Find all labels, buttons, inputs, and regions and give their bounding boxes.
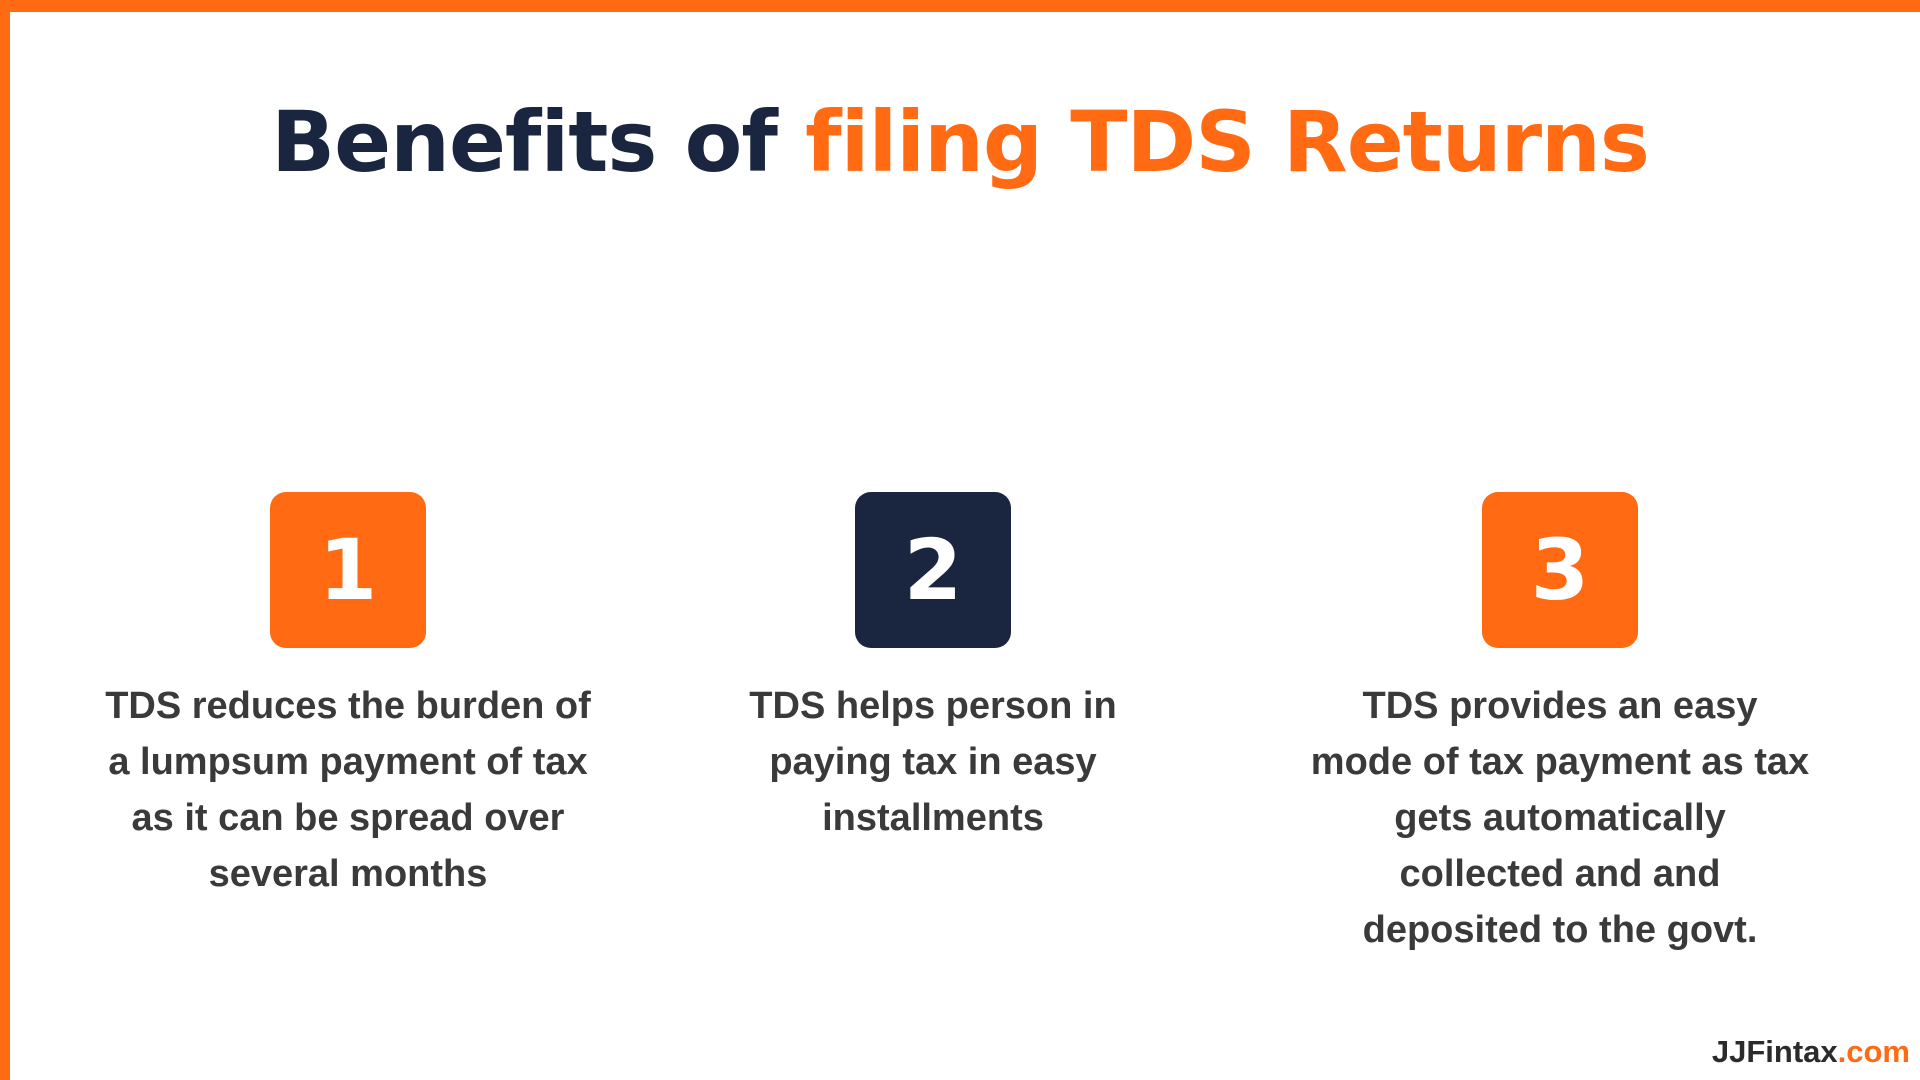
title-prefix: Benefits of [271,93,806,191]
benefit-number-badge: 2 [855,492,1011,648]
title-highlight: filing TDS Returns [805,93,1650,191]
brand-watermark: JJFintax.com [1712,1034,1910,1070]
benefit-number-badge: 3 [1482,492,1638,648]
page-title: Benefits of filing TDS Returns [0,96,1920,188]
benefit-description: TDS reduces the burden of a lumpsum paym… [105,685,591,895]
benefit-description: TDS helps person in paying tax in easy i… [749,685,1117,839]
top-accent-border [0,0,1920,12]
brand-domain-suffix: .com [1837,1034,1910,1069]
left-accent-border [0,0,10,1080]
brand-name: JJFintax [1711,1034,1838,1069]
benefit-description: TDS provides an easy mode of tax payment… [1310,685,1810,951]
benefit-item-3: 3 TDS provides an easy mode of tax payme… [1280,492,1840,958]
benefit-item-2: 2 TDS helps person in paying tax in easy… [653,492,1213,846]
benefit-item-1: 1 TDS reduces the burden of a lumpsum pa… [68,492,628,902]
benefit-number-badge: 1 [270,492,426,648]
